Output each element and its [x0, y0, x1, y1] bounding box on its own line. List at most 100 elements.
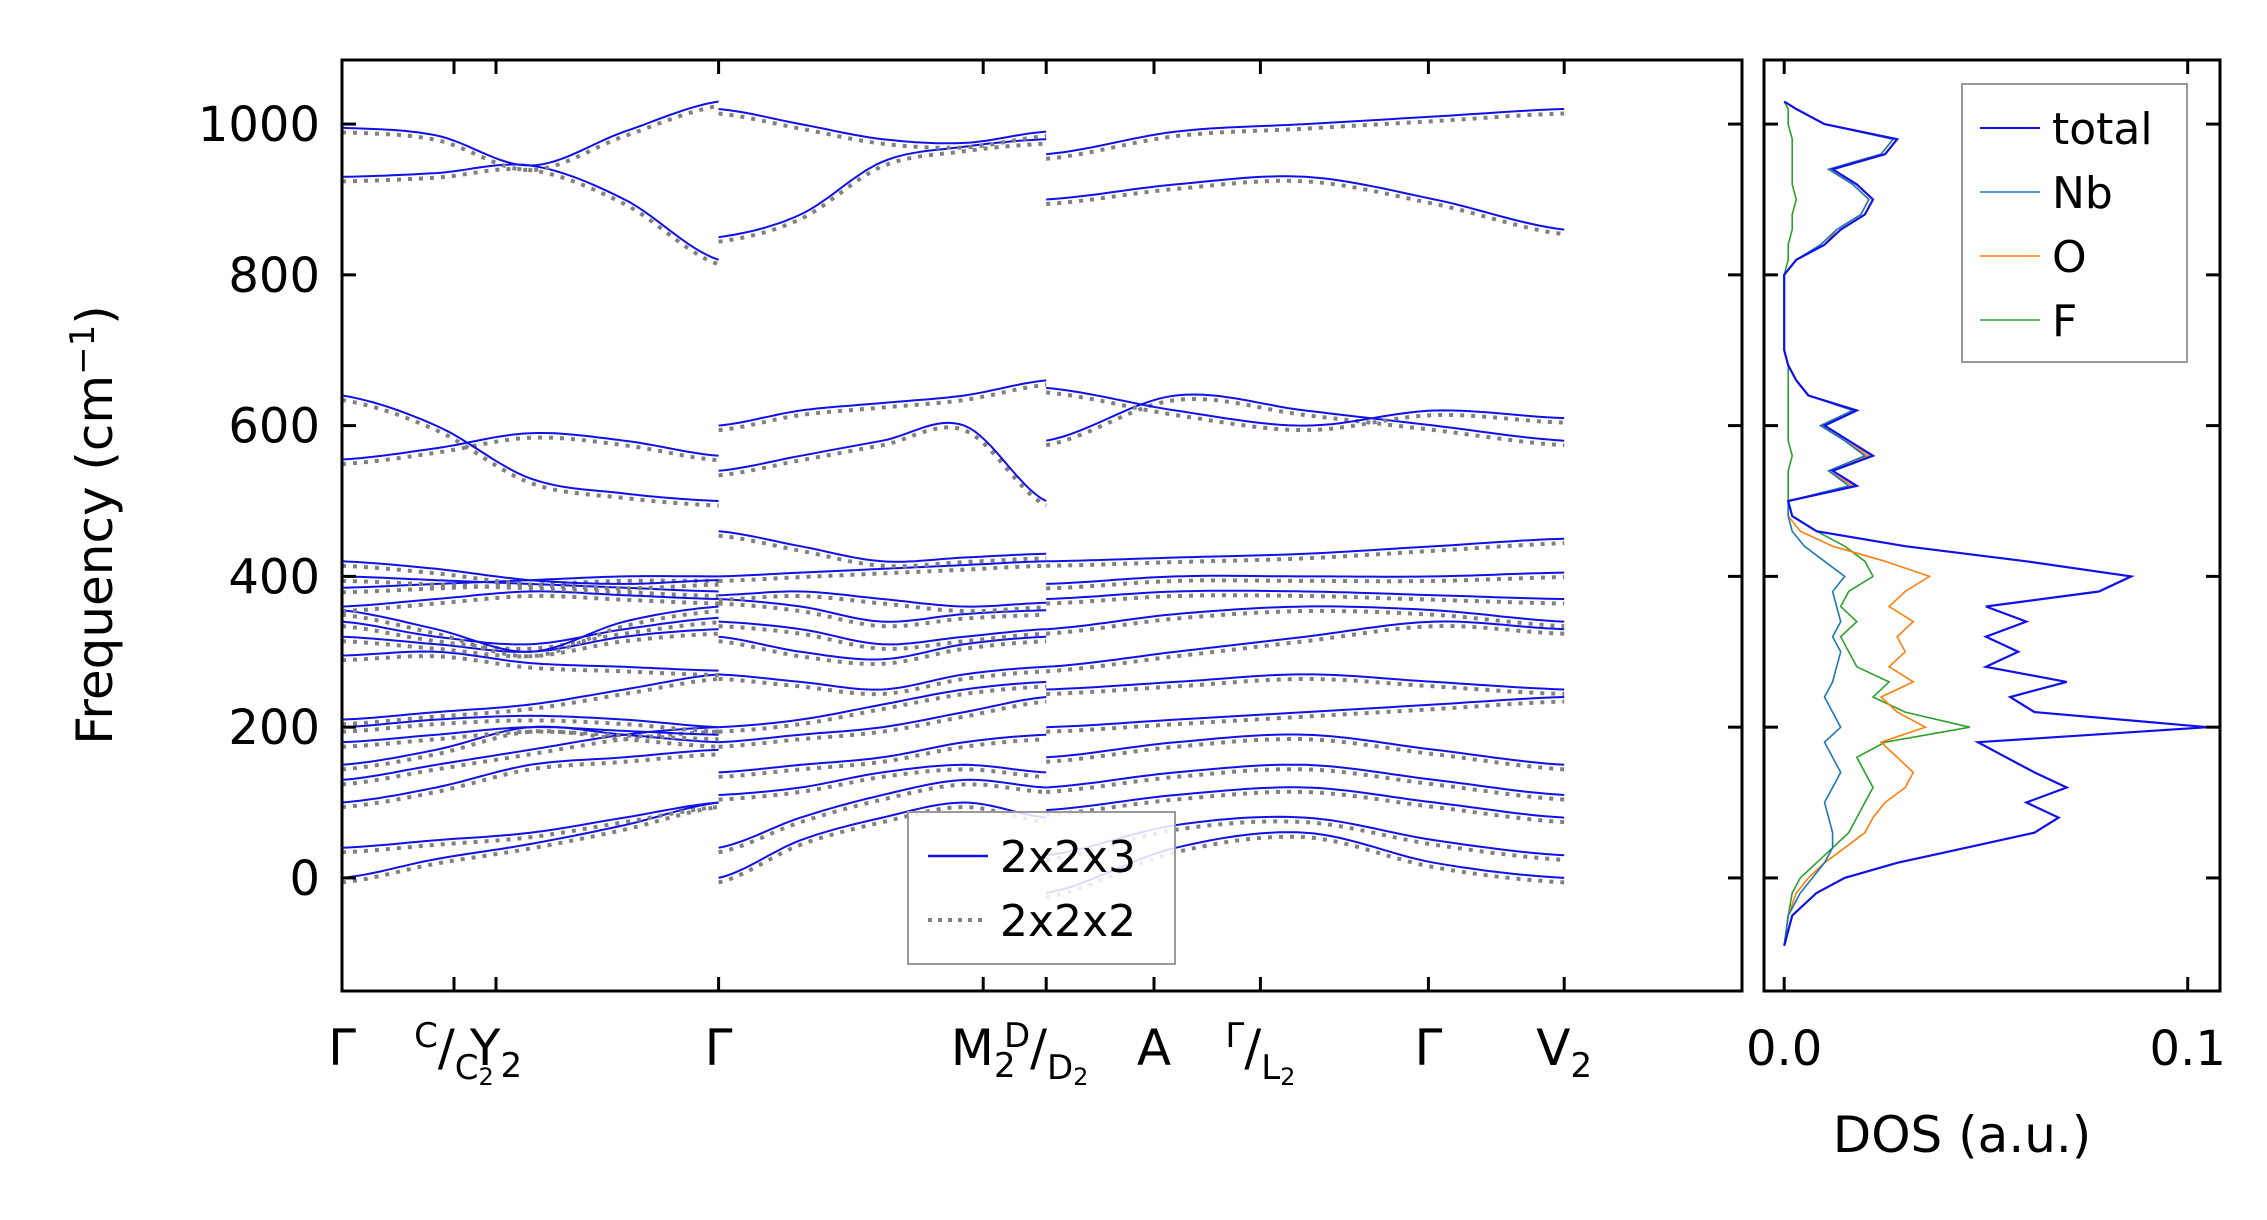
band-line-2x2x3: [718, 680, 1047, 729]
band-line-2x2x3: [342, 726, 719, 744]
band-line-2x2x3: [718, 560, 1047, 578]
band-line-2x2x3: [1046, 786, 1565, 819]
band-line-2x2x3: [718, 108, 1047, 145]
band-line-2x2x2: [718, 141, 1047, 244]
kpoint-sup: D: [1004, 1016, 1030, 1056]
kpoint-sub: 2: [500, 1046, 522, 1086]
band-line-2x2x3: [342, 590, 719, 608]
y-tick-label: 0: [289, 851, 320, 907]
band-line-2x2x2: [718, 533, 1047, 569]
dos-line-total: [1783, 100, 2208, 947]
kpoint-main: A: [1137, 1019, 1171, 1077]
legend-label-o: O: [2052, 232, 2087, 283]
band-line-2x2x2: [1046, 575, 1565, 591]
kpoint-slash: /: [1030, 1019, 1047, 1077]
band-line-2x2x2: [342, 805, 719, 885]
band-line-2x2x2: [718, 782, 1047, 855]
dos-x-tick-label: 0.0: [1746, 1021, 1822, 1077]
band-line-2x2x2: [342, 620, 719, 651]
kpoint-label: D/D2: [1004, 1016, 1089, 1091]
band-line-2x2x2: [718, 737, 1047, 779]
band-line-2x2x2: [342, 435, 719, 467]
kpoint-sub: C: [455, 1048, 479, 1088]
kpoint-label: C/C2: [414, 1016, 494, 1091]
band-line-2x2x3: [1046, 571, 1565, 585]
kpoint-main: Y: [469, 1019, 501, 1077]
kpoint-label: Γ/L2: [1225, 1016, 1295, 1091]
band-line-2x2x3: [1046, 589, 1565, 600]
band-line-2x2x2: [718, 669, 1047, 697]
band-line-2x2x2: [342, 654, 719, 678]
kpoint-sub-index: 2: [479, 1063, 494, 1091]
band-line-2x2x2: [342, 563, 719, 591]
y-tick-label: 800: [228, 248, 320, 304]
band-line-2x2x3: [342, 616, 719, 646]
band-line-2x2x2: [342, 631, 719, 659]
band-line-2x2x3: [342, 605, 719, 653]
band-line-2x2x2: [1046, 541, 1565, 568]
kpoint-main: V: [1536, 1019, 1570, 1077]
band-line-2x2x3: [342, 714, 719, 729]
legend-label-total: total: [2052, 104, 2153, 155]
band-line-2x2x2: [342, 676, 719, 727]
kpoint-sub: 2: [994, 1046, 1016, 1086]
kpoint-label: Γ: [1414, 1019, 1442, 1077]
kpoint-label: Y2: [469, 1019, 522, 1086]
band-line-2x2x3: [718, 778, 1047, 849]
dos-axes-frame: [1762, 58, 2222, 993]
legend-label-nb: Nb: [2052, 168, 2113, 219]
kpoint-sub: 2: [1570, 1046, 1592, 1086]
band-line-2x2x3: [718, 598, 1047, 623]
band-line-2x2x2: [342, 729, 719, 749]
band-line-2x2x3: [1046, 386, 1565, 427]
band-line-2x2x3: [1046, 696, 1565, 729]
dos-x-axis-label: DOS (a.u.): [1833, 1106, 2092, 1164]
dos-x-ticks: 0.0 0.1: [1746, 60, 2226, 1077]
band-line-2x2x3: [718, 801, 1047, 879]
kpoint-sub: L: [1261, 1048, 1280, 1088]
kpoint-sub: D: [1047, 1048, 1073, 1088]
band-line-2x2x3: [718, 530, 1047, 563]
band-line-2x2x3: [718, 635, 1047, 661]
band-line-2x2x3: [1046, 763, 1565, 796]
kpoint-label: Γ: [328, 1019, 356, 1077]
band-line-2x2x3: [718, 665, 1047, 691]
band-line-2x2x3: [718, 590, 1047, 608]
y-tick-label: 400: [228, 549, 320, 605]
band-line-2x2x3: [1046, 537, 1565, 563]
band-line-2x2x3: [718, 733, 1047, 774]
band-line-2x2x2: [718, 601, 1047, 629]
y-axis-label-superscript: −1: [63, 325, 103, 375]
band-line-2x2x3: [342, 432, 719, 461]
band-line-2x2x3: [1046, 108, 1565, 156]
legend-label-f: F: [2052, 296, 2077, 347]
dos-lines: [1783, 100, 2208, 947]
band-line-2x2x2: [1046, 699, 1565, 734]
y-axis-label: Frequency (cm−1): [63, 305, 124, 745]
band-line-2x2x3: [1046, 175, 1565, 231]
band-line-2x2x3: [1046, 673, 1565, 691]
band-line-2x2x3: [342, 801, 719, 849]
band-line-2x2x2: [1045, 396, 1565, 448]
band-line-2x2x3: [1045, 393, 1565, 442]
y-axis-label-text: Frequency (cm: [66, 375, 124, 745]
band-line-2x2x3: [718, 696, 1047, 744]
band-line-2x2x3: [718, 620, 1047, 646]
band-line-2x2x2: [718, 425, 1048, 508]
kpoint-main: M: [951, 1019, 994, 1077]
band-line-2x2x3: [718, 763, 1047, 796]
y-axis-label-closing: ): [66, 305, 124, 325]
y-axis-ticks: 0 200 400 600 800 1000: [198, 97, 1742, 907]
band-line-2x2x3: [718, 379, 1047, 427]
band-line-2x2x2: [718, 111, 1047, 150]
band-line-2x2x2: [718, 805, 1047, 885]
band-line-2x2x3: [1046, 605, 1565, 631]
band-line-2x2x3: [342, 100, 719, 167]
band-line-2x2x2: [718, 684, 1047, 734]
band-line-2x2x3: [342, 748, 719, 804]
kpoint-sub-index: 2: [1073, 1063, 1088, 1091]
y-tick-label: 600: [228, 399, 320, 455]
band-line-2x2x2: [342, 729, 719, 787]
band-line-2x2x2: [1046, 676, 1565, 696]
